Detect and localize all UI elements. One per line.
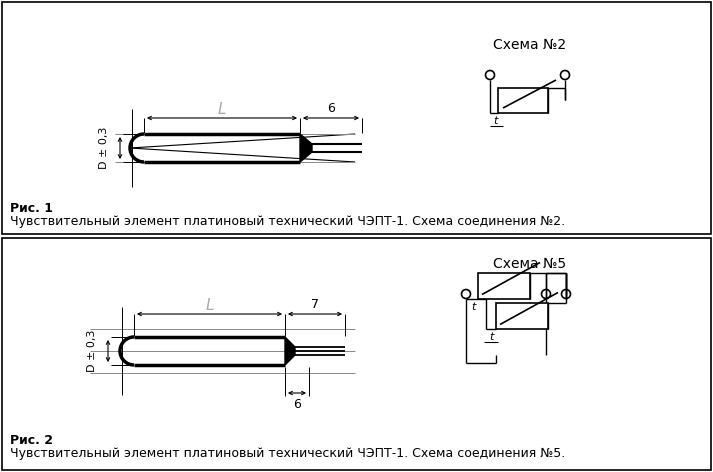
Text: D ± 0,3: D ± 0,3 (87, 330, 97, 372)
Text: Схема №5: Схема №5 (493, 257, 567, 271)
Text: D ± 0,3: D ± 0,3 (99, 127, 109, 169)
Bar (2, 2, 711, 234)
Polygon shape (300, 134, 312, 162)
Text: Схема №2: Схема №2 (493, 38, 567, 52)
Polygon shape (285, 337, 295, 365)
Text: t: t (471, 302, 475, 312)
Text: 6: 6 (293, 398, 301, 412)
Text: 7: 7 (311, 298, 319, 312)
Text: Чувствительный элемент платиновый технический ЧЭПТ-1. Схема соединения №5.: Чувствительный элемент платиновый технич… (10, 447, 565, 461)
Bar (2, 238, 711, 470)
Bar (498, 88, 548, 113)
Text: L: L (205, 297, 214, 312)
Text: Рис. 1: Рис. 1 (10, 202, 53, 214)
Text: Чувствительный элемент платиновый технический ЧЭПТ-1. Схема соединения №2.: Чувствительный элемент платиновый технич… (10, 214, 565, 228)
Text: 6: 6 (327, 102, 335, 116)
Text: t: t (493, 116, 497, 126)
Text: t: t (489, 331, 493, 342)
Bar (478, 272, 530, 298)
Text: Рис. 2: Рис. 2 (10, 435, 53, 447)
Bar (496, 303, 548, 329)
Text: L: L (217, 101, 226, 117)
